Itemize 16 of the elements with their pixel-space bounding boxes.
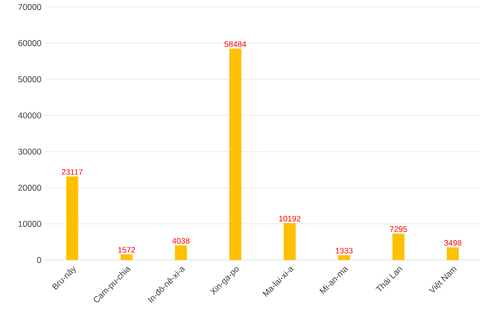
y-tick-label: 40000 bbox=[18, 112, 42, 118]
y-tick-label: 70000 bbox=[18, 4, 42, 10]
bar bbox=[174, 245, 187, 260]
bar bbox=[66, 176, 78, 260]
y-tick-label: 0 bbox=[37, 257, 42, 263]
y-tick-label: 60000 bbox=[18, 40, 42, 46]
y-tick-label: 50000 bbox=[18, 76, 42, 82]
y-tick-label: 10000 bbox=[18, 220, 42, 227]
bar bbox=[229, 48, 242, 260]
bar bbox=[446, 247, 459, 260]
bar bbox=[120, 254, 133, 260]
bar bbox=[284, 223, 296, 260]
y-tick-label: 30000 bbox=[18, 148, 42, 155]
bar bbox=[392, 234, 404, 260]
bar bbox=[338, 255, 350, 260]
y-tick-label: 20000 bbox=[18, 184, 42, 191]
